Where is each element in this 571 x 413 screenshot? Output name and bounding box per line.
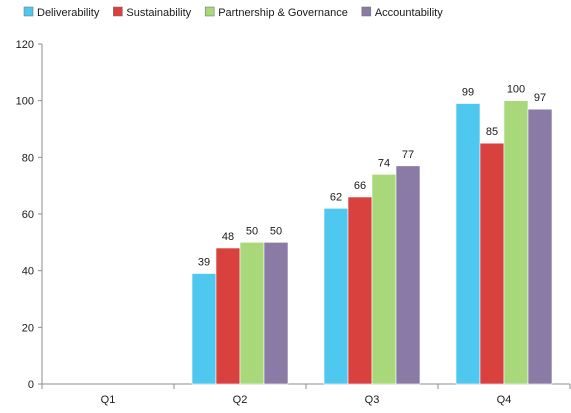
bar-deliverability-q3 xyxy=(323,208,349,385)
legend-item: Sustainability xyxy=(113,6,192,19)
legend-label: Deliverability xyxy=(37,7,100,19)
legend-swatch xyxy=(204,6,215,17)
bar-partnership-governance-q4 xyxy=(503,100,529,385)
legend-label: Partnership & Governance xyxy=(218,7,348,19)
data-label: 100 xyxy=(507,84,525,96)
data-label: 99 xyxy=(462,87,474,99)
legend-swatch xyxy=(361,6,372,17)
data-label: 66 xyxy=(354,180,366,192)
x-tick-label: Q4 xyxy=(497,394,512,406)
bar-deliverability-q2 xyxy=(191,273,217,385)
bar-deliverability-q4 xyxy=(455,103,481,385)
data-label: 77 xyxy=(402,149,414,161)
legend-label: Accountability xyxy=(375,7,443,19)
y-tick-label: 0 xyxy=(28,379,34,391)
y-tick-label: 20 xyxy=(22,322,34,334)
y-tick-label: 100 xyxy=(16,96,34,108)
x-axis: Q1 Q2 Q3 Q4 xyxy=(41,383,571,406)
data-label: 97 xyxy=(534,92,546,104)
y-tick-label: 60 xyxy=(22,209,34,221)
data-label: 74 xyxy=(378,157,390,169)
bar-sustainability-q4 xyxy=(479,142,505,385)
x-tick-label: Q2 xyxy=(233,394,248,406)
y-tick-label: 120 xyxy=(16,39,34,51)
data-label: 39 xyxy=(198,257,210,269)
y-axis: 0 20 40 60 80 100 120 xyxy=(16,39,43,391)
bar-partnership-governance-q2 xyxy=(239,242,265,385)
legend-item: Accountability xyxy=(361,6,443,19)
data-label: 62 xyxy=(330,191,342,203)
y-tick-label: 40 xyxy=(22,266,34,278)
bar-sustainability-q3 xyxy=(347,196,373,385)
data-label: 50 xyxy=(270,225,282,237)
legend-swatch xyxy=(23,6,34,17)
bars xyxy=(191,100,553,385)
x-tick-label: Q3 xyxy=(365,394,380,406)
data-label: 48 xyxy=(222,231,234,243)
legend-swatch xyxy=(113,6,123,17)
legend: Deliverability Sustainability Partnership … xyxy=(23,6,443,19)
legend-label: Sustainability xyxy=(126,7,191,19)
y-tick-label: 80 xyxy=(22,152,34,164)
data-labels: 39 48 50 50 62 66 74 77 99 85 100 97 xyxy=(198,84,546,269)
bar-sustainability-q2 xyxy=(215,247,241,385)
bar-partnership-governance-q3 xyxy=(371,174,397,385)
legend-item: Deliverability xyxy=(23,6,100,19)
bar-accountability-q4 xyxy=(527,108,553,385)
data-label: 85 xyxy=(486,126,498,138)
bar-accountability-q3 xyxy=(395,165,421,385)
x-tick-label: Q1 xyxy=(101,394,116,406)
data-label: 50 xyxy=(246,225,258,237)
bar-accountability-q2 xyxy=(263,242,289,385)
legend-item: Partnership & Governance xyxy=(204,6,348,19)
